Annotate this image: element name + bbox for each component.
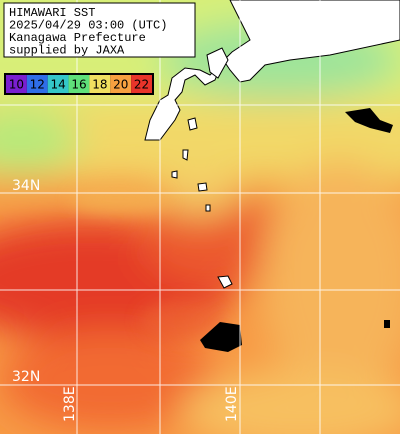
- lon-label: 138E: [62, 386, 78, 422]
- header-line: Kanagawa Prefecture: [9, 31, 146, 45]
- colorbar-swatch: [131, 75, 152, 93]
- colorbar-swatch: [68, 75, 90, 93]
- colorbar-label: 16: [71, 78, 86, 92]
- header-line: HIMAWARI SST: [9, 6, 95, 20]
- colorbar-label: 18: [92, 78, 107, 92]
- land: [144, 0, 400, 289]
- lon-label: 140E: [224, 386, 240, 422]
- colorbar-swatch: [110, 75, 132, 93]
- colorbar-swatch: [89, 75, 111, 93]
- grid-labels: 34N 32N 138E 140E: [12, 178, 240, 422]
- colorbar: 10 12 14 16 18 20 22: [4, 73, 154, 95]
- lat-label: 32N: [12, 369, 40, 385]
- colorbar-label: 14: [51, 78, 66, 92]
- colorbar-label: 20: [113, 78, 128, 92]
- colorbar-swatch: [47, 75, 69, 93]
- cloud-mask: [200, 108, 393, 352]
- colorbar-label: 12: [30, 78, 45, 92]
- header-box: [3, 2, 196, 58]
- colorbar-label: 10: [9, 78, 24, 92]
- colorbar-swatch: [26, 75, 48, 93]
- header-line: supplied by JAXA: [9, 44, 125, 58]
- header-line: 2025/04/29 03:00 (UTC): [9, 19, 167, 33]
- colorbar-label: 22: [134, 78, 149, 92]
- lat-label: 34N: [12, 178, 40, 194]
- colorbar-swatch: [6, 75, 27, 93]
